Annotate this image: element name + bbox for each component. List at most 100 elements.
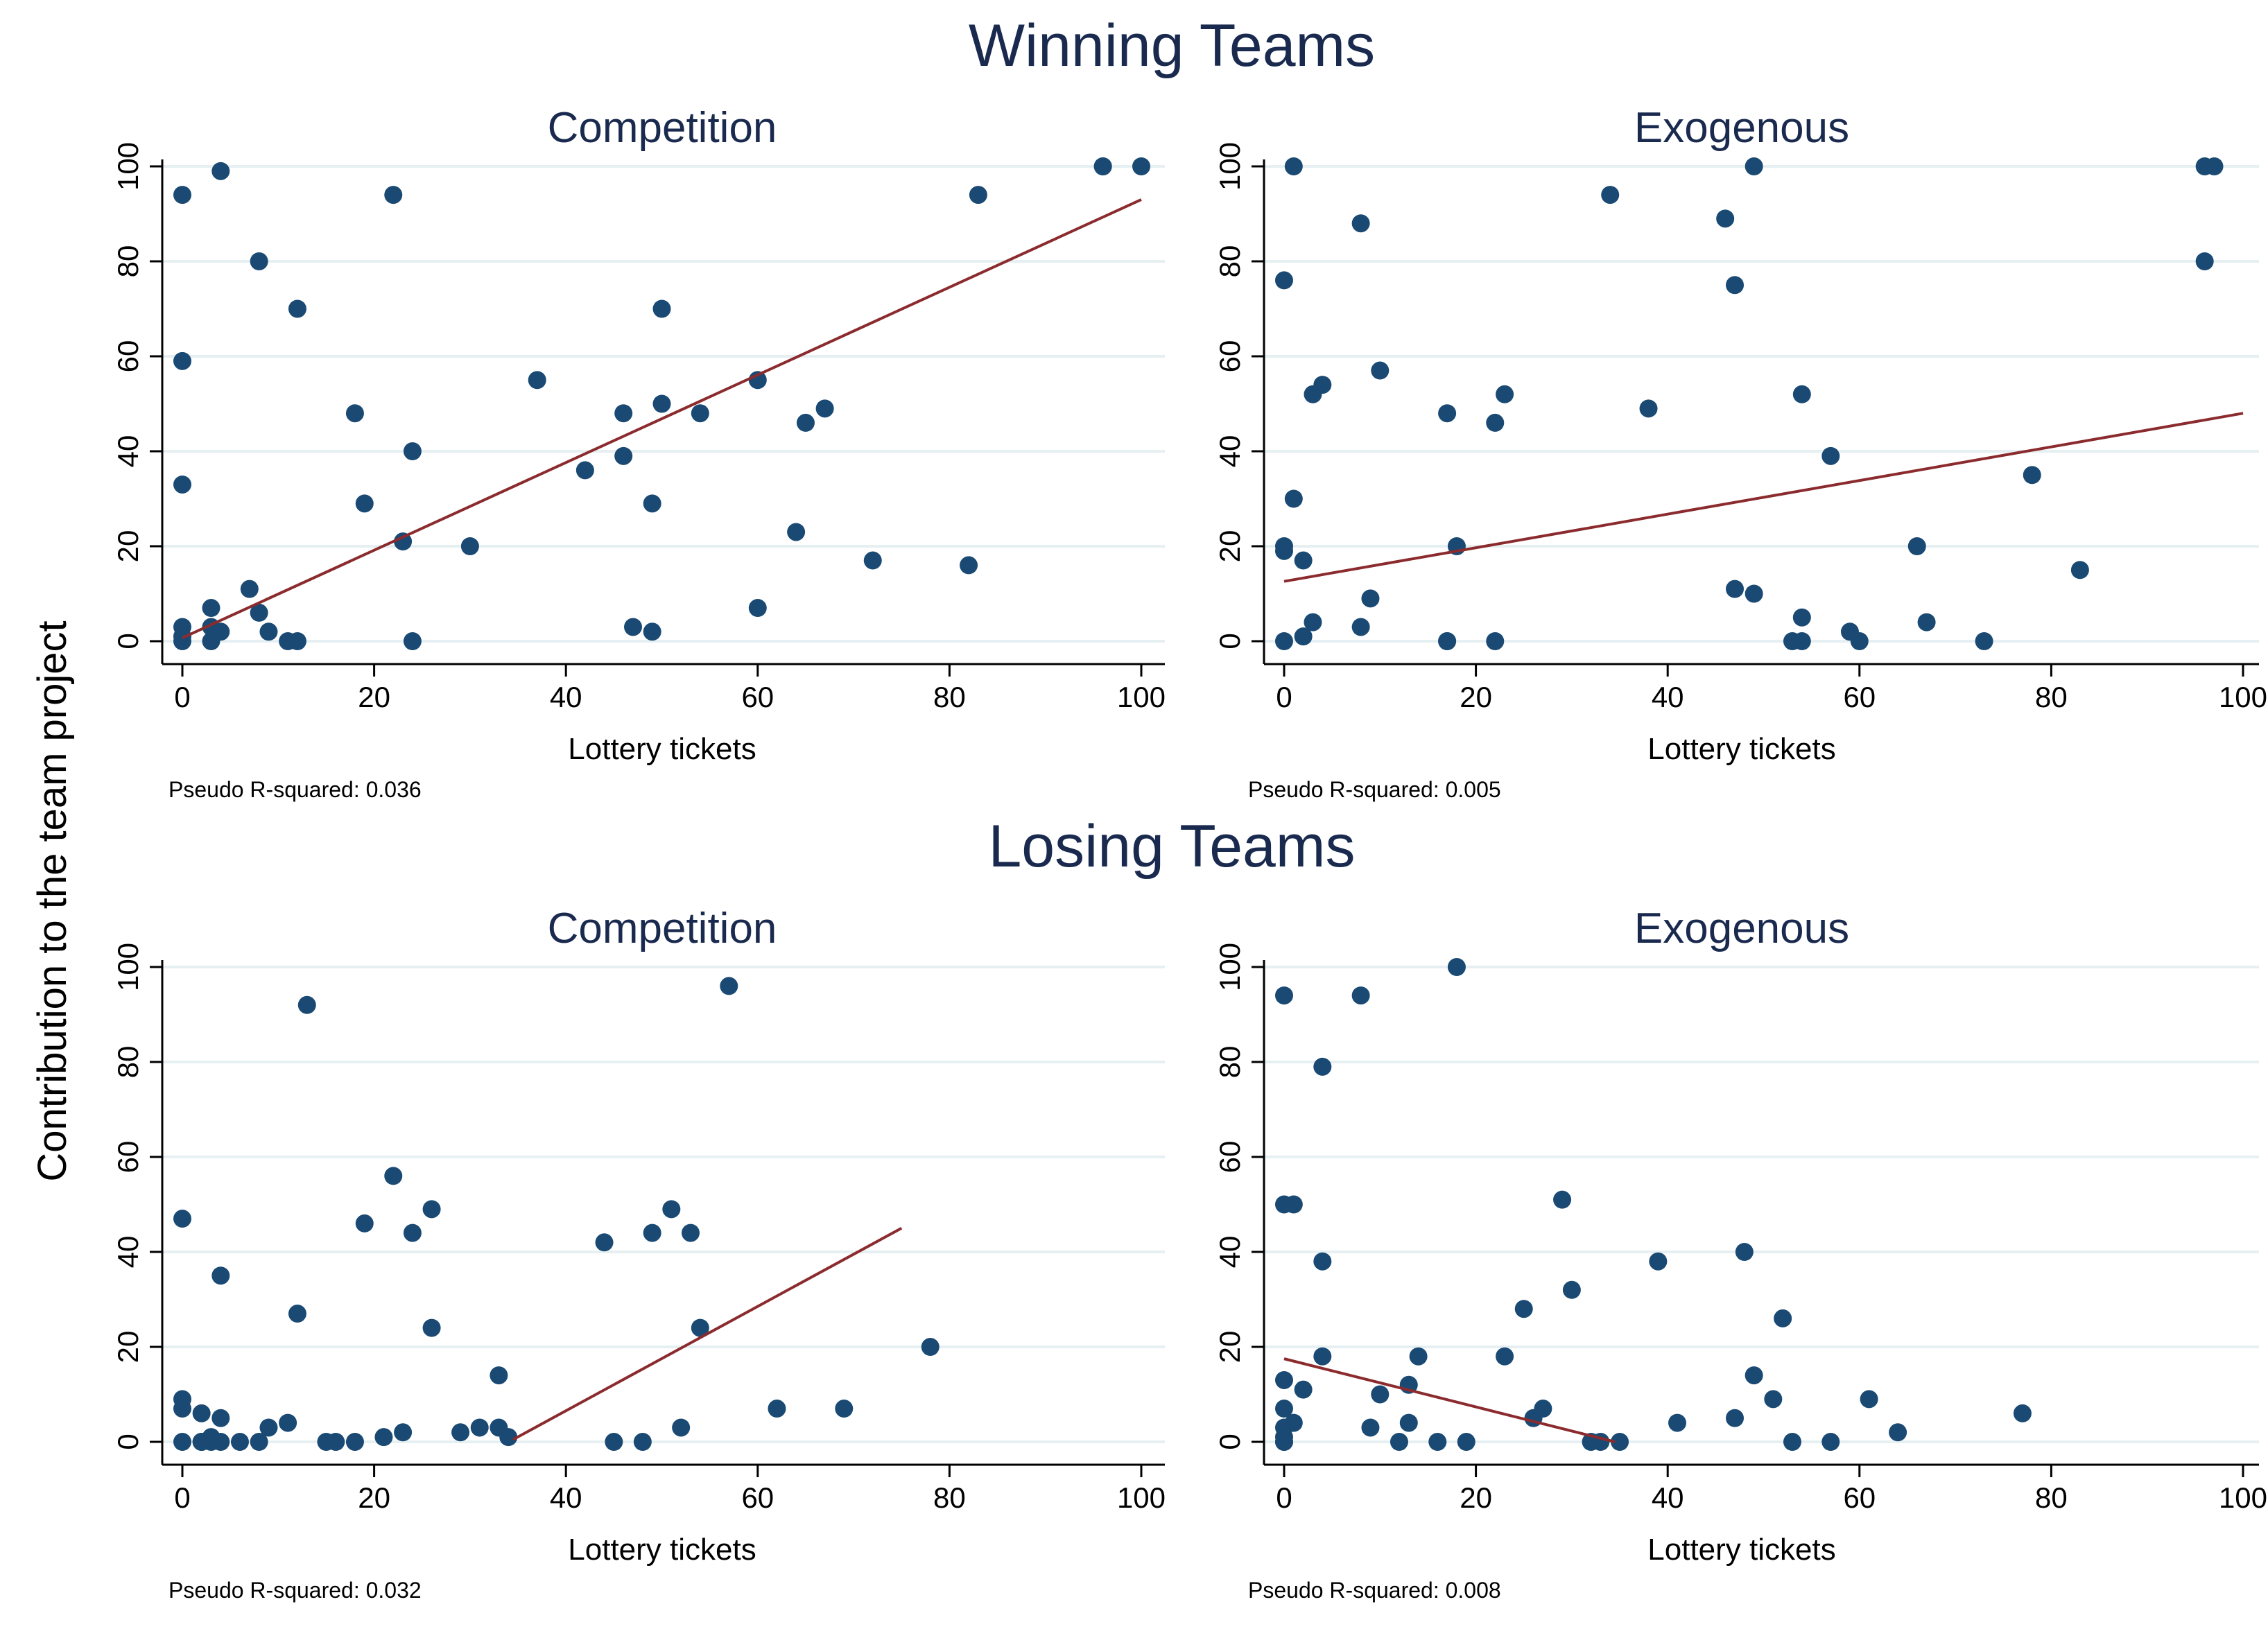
figure-y-axis-label: Contribution to the team project	[30, 620, 75, 1181]
y-tick-label: 60	[1213, 1141, 1246, 1174]
data-point	[652, 299, 671, 318]
data-point	[1390, 1433, 1408, 1451]
data-point	[173, 475, 191, 494]
data-point	[1132, 157, 1150, 175]
data-point	[1907, 537, 1926, 555]
panel-4: 0 20 40 60 80 100 0 20 40 60 80 100 Exogenous Lottery…	[1213, 905, 2267, 1603]
data-point	[451, 1423, 470, 1442]
data-point	[1351, 986, 1370, 1005]
y-tick-label: 60	[112, 340, 144, 373]
data-point	[1361, 1418, 1380, 1437]
data-point	[211, 1409, 230, 1427]
data-point	[1294, 1380, 1313, 1399]
data-point	[643, 1223, 661, 1242]
data-point	[768, 1400, 786, 1418]
x-tick-label: 100	[1117, 681, 1166, 713]
panel-title: Competition	[548, 905, 777, 952]
y-tick-label: 40	[112, 1236, 144, 1269]
panel-3: 0 20 40 60 80 100 0 20 40 60 80 100 Competition Lotte…	[112, 905, 1166, 1603]
data-point	[173, 351, 191, 370]
data-point	[374, 1428, 393, 1447]
data-point	[1351, 214, 1370, 233]
data-point	[1649, 1252, 1668, 1271]
data-point	[1275, 1433, 1293, 1451]
data-point	[1611, 1433, 1629, 1451]
x-tick-label: 100	[1117, 1481, 1166, 1514]
data-point	[490, 1366, 508, 1385]
winning-teams-title: Winning Teams	[969, 12, 1375, 79]
data-point	[1284, 157, 1303, 175]
x-tick-label: 0	[174, 1481, 190, 1514]
y-tick-label: 20	[1213, 530, 1246, 563]
data-point	[575, 461, 594, 480]
x-tick-label: 40	[1652, 1481, 1684, 1514]
x-tick-label: 60	[1843, 681, 1876, 713]
data-point	[250, 603, 268, 622]
y-tick-label: 20	[1213, 1331, 1246, 1364]
y-tick-label: 0	[112, 1434, 144, 1449]
data-point	[1284, 1195, 1303, 1214]
data-point	[1294, 627, 1313, 646]
data-point	[624, 618, 643, 636]
data-point	[1745, 157, 1763, 175]
pseudo-r2-note: Pseudo R-squared: 0.036	[168, 777, 422, 802]
data-point	[240, 580, 259, 598]
x-tick-label: 0	[1276, 681, 1292, 713]
data-point	[211, 622, 230, 641]
data-point	[863, 551, 882, 570]
x-tick-label: 40	[550, 681, 582, 713]
data-point	[394, 1423, 413, 1442]
data-point	[403, 632, 422, 650]
y-tick-label: 100	[1213, 943, 1246, 991]
data-point	[1774, 1309, 1792, 1327]
data-point	[288, 632, 306, 650]
x-tick-label: 0	[1276, 1481, 1292, 1514]
data-point	[815, 399, 834, 418]
pseudo-r2-note: Pseudo R-squared: 0.032	[168, 1578, 422, 1603]
data-point	[1917, 613, 1936, 631]
data-point	[202, 599, 220, 618]
x-tick-label: 80	[2035, 1481, 2068, 1514]
data-point	[422, 1318, 441, 1337]
x-axis-label: Lottery tickets	[1647, 732, 1835, 766]
data-point	[1294, 551, 1313, 570]
data-point	[1275, 541, 1293, 560]
data-point	[1447, 958, 1466, 976]
pseudo-r2-note: Pseudo R-squared: 0.005	[1248, 777, 1501, 802]
data-point	[403, 1223, 422, 1242]
data-point	[691, 404, 709, 423]
data-point	[1726, 580, 1745, 598]
data-point	[528, 371, 546, 390]
data-point	[403, 442, 422, 460]
data-point	[1438, 404, 1457, 423]
data-point	[1313, 1347, 1332, 1366]
data-point	[1764, 1390, 1783, 1409]
fit-line	[512, 1226, 903, 1441]
x-axis-label: Lottery tickets	[568, 732, 756, 766]
data-point	[384, 1167, 403, 1185]
data-point	[1792, 608, 1811, 627]
data-point	[2013, 1404, 2032, 1422]
x-tick-label: 20	[1460, 1481, 1492, 1514]
y-tick-label: 60	[112, 1141, 144, 1174]
x-tick-label: 20	[1460, 681, 1492, 713]
data-point	[1726, 1409, 1745, 1427]
data-point	[1783, 1433, 1801, 1451]
fit-line	[182, 198, 1142, 640]
data-point	[960, 556, 978, 575]
pseudo-r2-note: Pseudo R-squared: 0.008	[1248, 1578, 1501, 1603]
data-point	[1486, 413, 1505, 432]
panel-2: 0 20 40 60 80 100 0 20 40 60 80 100 Exogenous Lottery…	[1213, 104, 2267, 802]
data-point	[1792, 632, 1811, 650]
data-point	[173, 1400, 191, 1418]
x-tick-label: 40	[550, 1481, 582, 1514]
data-point	[288, 1305, 306, 1323]
y-tick-label: 100	[1213, 142, 1246, 191]
data-point	[1399, 1413, 1418, 1432]
data-point	[1093, 157, 1112, 175]
data-point	[1313, 1057, 1332, 1076]
data-point	[643, 622, 661, 641]
data-point	[1275, 986, 1293, 1005]
data-point	[681, 1223, 700, 1242]
